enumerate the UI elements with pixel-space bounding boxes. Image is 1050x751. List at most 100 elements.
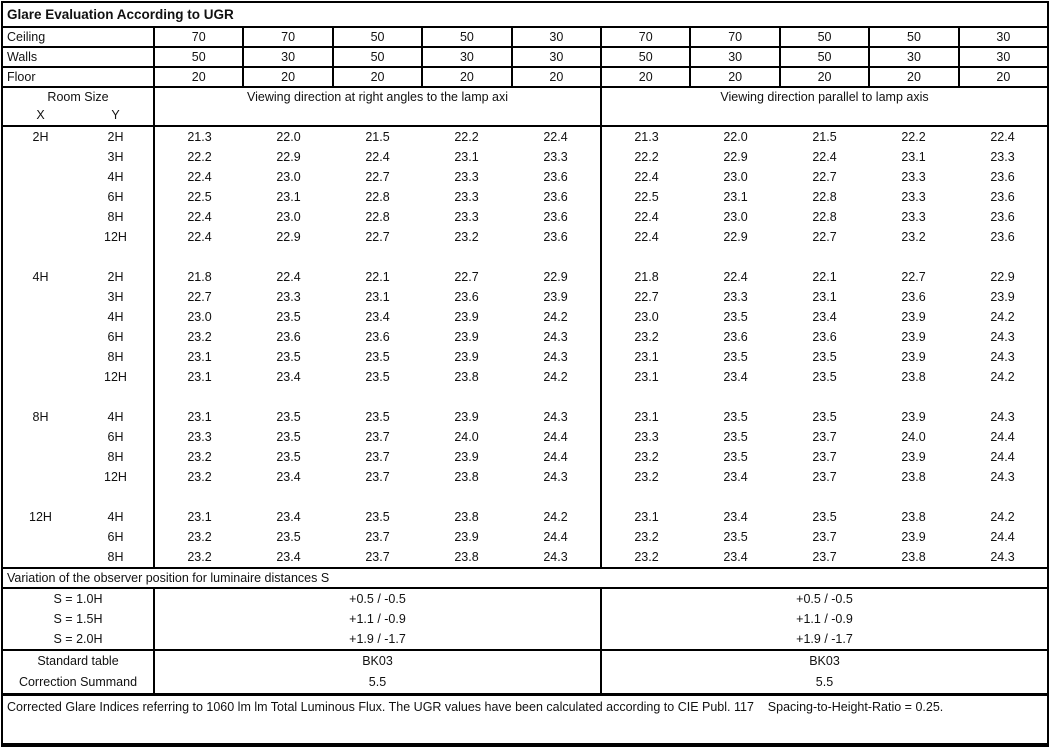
ugr-value [600,247,691,267]
ugr-value: 23.7 [365,450,390,464]
ugr-value: 23.9 [901,350,926,364]
table-row: 8H 23.1 23.5 23.5 23.9 24.3 23.1 23.5 23.5 23.9 24… [3,347,1047,367]
ugr-value: 23.9 [901,330,926,344]
ugr-value: 24.3 [990,330,1015,344]
ugr-value: 23.6 [723,330,748,344]
ugr-value: 21.3 [153,127,244,147]
table-title-text: Glare Evaluation According to UGR [7,7,234,22]
surface-value: 50 [778,28,868,46]
surface-value: 50 [778,48,868,66]
ugr-value: 23.6 [990,190,1015,204]
ugr-value: 23.4 [276,510,301,524]
ugr-value: 23.6 [365,330,390,344]
ugr-value: 22.4 [543,130,568,144]
summary-row-label: Standard table [37,654,119,668]
table-row: 4H 2H 21.8 22.4 22.1 22.7 22.9 21.8 22.4 22.1 22.7… [3,267,1047,287]
surface-value: 20 [689,68,778,86]
surface-value: 20 [868,68,957,86]
table-row: 8H 22.4 23.0 22.8 23.3 23.6 22.4 23.0 22.8 23.3 23… [3,207,1047,227]
ugr-value: 23.0 [723,210,748,224]
room-y-label: 6H [107,330,124,344]
ugr-value: 23.7 [365,550,390,564]
ugr-value [244,387,333,407]
ugr-value: 23.5 [812,510,837,524]
summary-row-left-value: 5.5 [153,672,600,693]
ugr-value: 23.4 [276,370,301,384]
ugr-value: 24.2 [990,510,1015,524]
ugr-value: 22.4 [600,207,691,227]
ugr-value: 23.3 [990,150,1015,164]
room-x-label [3,167,78,187]
ugr-value [153,247,244,267]
table-row: 12H 23.1 23.4 23.5 23.8 24.2 23.1 23.4 23.5 23.8 2… [3,367,1047,387]
ugr-value: 23.8 [454,370,479,384]
ugr-value: 23.5 [723,350,748,364]
surface-value: 30 [242,48,331,66]
ugr-value: 23.7 [812,530,837,544]
ugr-value: 23.5 [276,310,301,324]
table-row [3,487,1047,507]
ugr-value: 24.0 [454,430,479,444]
ugr-value: 21.8 [153,267,244,287]
ugr-value: 23.4 [276,470,301,484]
table-row [3,387,1047,407]
variation-rows: S = 1.0H +0.5 / -0.5 +0.5 / -0.5 S = 1.5H +1… [3,589,1047,651]
ugr-value: 23.6 [990,210,1015,224]
room-y-label [78,247,153,267]
ugr-value [153,387,244,407]
ugr-value: 23.9 [543,290,568,304]
room-y-label: 8H [107,450,124,464]
x-axis-label: X [36,108,45,122]
room-y-label: 8H [107,550,124,564]
ugr-value: 23.4 [723,370,748,384]
ugr-value: 23.4 [812,310,837,324]
ugr-value: 23.5 [723,310,748,324]
summary-row-label: Correction Summand [18,675,138,689]
ugr-value [691,487,780,507]
ugr-value: 23.0 [276,210,301,224]
ugr-value: 23.7 [365,470,390,484]
surface-value: 20 [331,68,421,86]
ugr-value: 23.2 [600,447,691,467]
surface-value: 30 [510,28,600,46]
ugr-value: 23.9 [901,410,926,424]
room-y-label: 4H [107,410,124,424]
room-y-label: 6H [107,190,124,204]
ugr-value [422,387,511,407]
ugr-value: 22.9 [543,270,568,284]
ugr-value: 23.3 [600,427,691,447]
surface-value: 70 [689,28,778,46]
surface-row-label: Ceiling [7,30,46,44]
ugr-value: 22.4 [990,130,1015,144]
variation-title-text: Variation of the observer position for l… [7,571,330,585]
ugr-value [691,387,780,407]
room-y-label: 6H [107,530,124,544]
ugr-value [958,487,1047,507]
ugr-value: 23.0 [153,307,244,327]
ugr-value: 24.2 [990,370,1015,384]
ugr-value [333,387,422,407]
ugr-value: 23.2 [153,547,244,567]
ugr-value: 23.7 [365,530,390,544]
ugr-value [333,487,422,507]
ugr-value: 23.8 [901,370,926,384]
viewing-direction-right-angles-header: Viewing direction at right angles to the… [153,88,600,125]
ugr-value: 23.5 [812,410,837,424]
table-row: 6H 23.3 23.5 23.7 24.0 24.4 23.3 23.5 23.7 24.0 24… [3,427,1047,447]
ugr-value: 24.3 [990,410,1015,424]
surface-value: 50 [331,48,421,66]
table-row: 8H 23.2 23.5 23.7 23.9 24.4 23.2 23.5 23.7 23.9 24… [3,447,1047,467]
ugr-value: 22.1 [812,270,837,284]
table-row: 6H 23.2 23.5 23.7 23.9 24.4 23.2 23.5 23.7 23.9 24… [3,527,1047,547]
ugr-value [691,247,780,267]
ugr-value [600,387,691,407]
ugr-value: 24.4 [543,450,568,464]
room-y-label: 4H [107,510,124,524]
surface-row-label: Floor [7,70,36,84]
variation-row-label: S = 1.5H [53,612,103,626]
ugr-value: 23.1 [276,190,301,204]
room-x-label: 8H [32,410,49,424]
room-x-label [3,347,78,367]
ugr-value: 22.2 [901,130,926,144]
table-row: 12H 23.2 23.4 23.7 23.8 24.3 23.2 23.4 23.7 23.8 2… [3,467,1047,487]
